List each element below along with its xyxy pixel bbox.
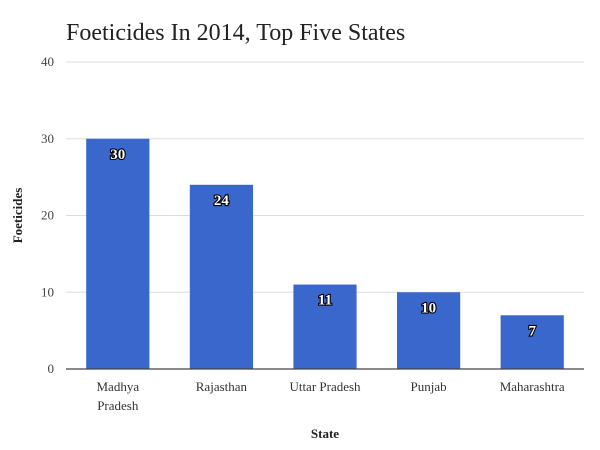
data-label: 30 [110, 147, 125, 163]
y-axis-ticks: 0 10 20 30 40 [41, 54, 54, 376]
data-label: 24 [214, 193, 230, 209]
x-tick-label-line: Rajasthan [196, 379, 248, 394]
y-tick-label: 40 [41, 54, 54, 69]
y-axis-title: Foeticides [10, 188, 25, 244]
x-axis-categories: Madhya Pradesh Rajasthan Uttar Pradesh Punja… [96, 379, 564, 413]
bar [189, 184, 253, 369]
x-tick-label-line: Maharashtra [500, 379, 565, 394]
x-tick-label: Madhya Pradesh [96, 379, 139, 413]
x-tick-label-line: Punjab [411, 379, 447, 394]
y-tick-label: 0 [48, 361, 55, 376]
bar [500, 315, 564, 369]
bar [397, 292, 461, 369]
x-tick-label: Punjab [411, 379, 447, 394]
x-tick-label-line: Madhya [96, 379, 139, 394]
x-tick-label-line: Uttar Pradesh [289, 379, 361, 394]
y-tick-label: 30 [41, 131, 54, 146]
bar [86, 138, 150, 369]
x-axis-title: State [311, 426, 339, 441]
bars: 30 24 11 10 7 [86, 138, 564, 369]
data-label: 7 [528, 323, 536, 339]
bar [293, 284, 357, 369]
x-tick-label: Rajasthan [196, 379, 248, 394]
data-label: 11 [318, 293, 332, 309]
x-tick-label: Uttar Pradesh [289, 379, 361, 394]
chart-title: Foeticides In 2014, Top Five States [66, 20, 405, 46]
data-label: 10 [421, 300, 436, 316]
y-tick-label: 10 [41, 284, 54, 299]
y-tick-label: 20 [41, 208, 54, 223]
x-tick-label: Maharashtra [500, 379, 565, 394]
x-tick-label-line: Pradesh [97, 398, 139, 413]
